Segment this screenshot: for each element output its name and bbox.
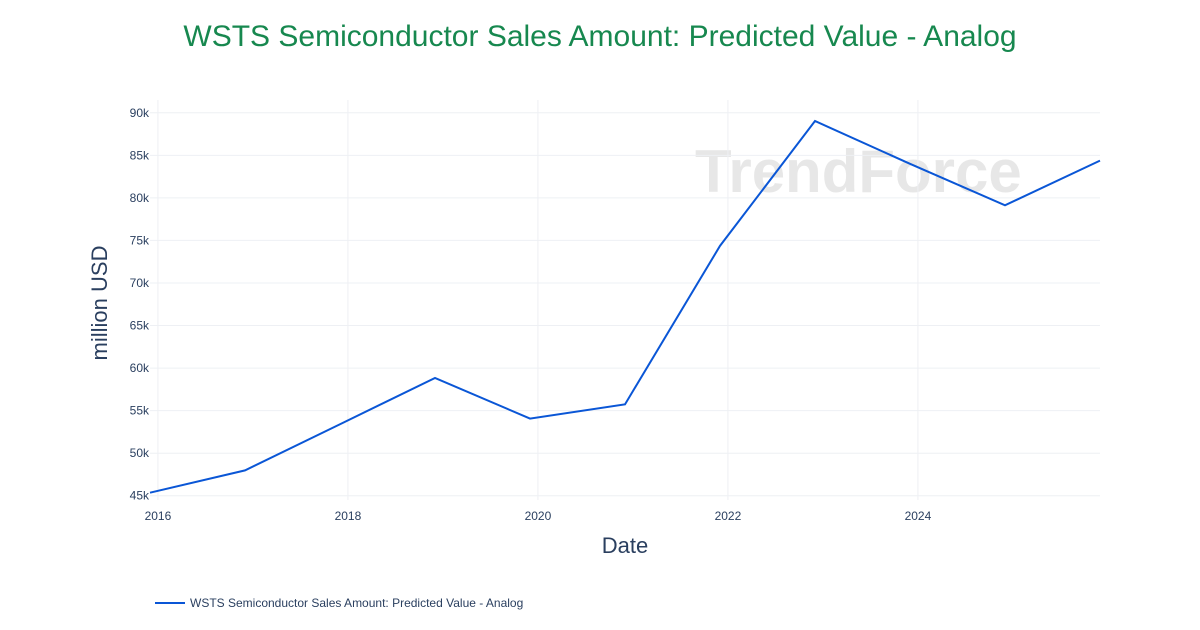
y-tick-label: 45k: [130, 489, 150, 503]
x-tick-label: 2018: [335, 509, 362, 523]
y-tick-label: 85k: [130, 148, 150, 162]
y-tick-label: 90k: [130, 106, 150, 120]
x-tick-label: 2020: [525, 509, 552, 523]
legend-label: WSTS Semiconductor Sales Amount: Predict…: [190, 596, 524, 610]
y-tick-label: 65k: [130, 319, 150, 333]
y-tick-label: 55k: [130, 404, 150, 418]
y-tick-label: 70k: [130, 276, 150, 290]
legend[interactable]: WSTS Semiconductor Sales Amount: Predict…: [155, 596, 523, 610]
x-tick-label: 2016: [145, 509, 172, 523]
y-axis-title: million USD: [87, 246, 112, 361]
watermark: TrendForce: [695, 138, 1022, 205]
y-tick-label: 80k: [130, 191, 150, 205]
series-line: [149, 119, 1101, 494]
y-tick-label: 75k: [130, 233, 150, 247]
chart-title: WSTS Semiconductor Sales Amount: Predict…: [183, 20, 1017, 53]
y-tick-label: 60k: [130, 361, 150, 375]
x-tick-label: 2022: [715, 509, 742, 523]
x-axis-title: Date: [602, 533, 648, 558]
x-tick-label: 2024: [905, 509, 932, 523]
legend-swatch: [155, 602, 185, 604]
y-tick-label: 50k: [130, 446, 150, 460]
